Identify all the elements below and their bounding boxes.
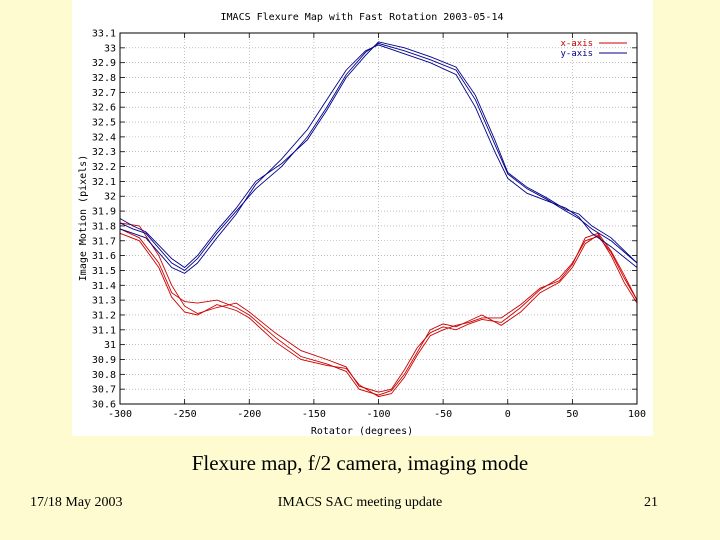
y-tick-label: 32.8 bbox=[92, 73, 116, 84]
y-tick-label: 30.8 bbox=[92, 370, 116, 381]
x-tick-label: -200 bbox=[237, 409, 261, 420]
y-tick-label: 33.1 bbox=[92, 29, 116, 40]
y-tick-label: 33 bbox=[104, 43, 116, 54]
plot-border bbox=[119, 32, 638, 405]
x-axis-series-line bbox=[119, 228, 638, 396]
footer-date: 17/18 May 2003 bbox=[30, 495, 123, 510]
y-tick-label: 31.7 bbox=[92, 236, 116, 247]
flexure-chart: 30.6 30.7 30.8 30.9 31 31.1 31.2 31.3 31.4 31.5 31… bbox=[72, 0, 653, 436]
x-tick-label: 100 bbox=[628, 409, 646, 420]
y-tick-label: 32 bbox=[104, 192, 116, 203]
y-tick-label: 32.3 bbox=[92, 147, 116, 158]
x-tick-label: -50 bbox=[434, 409, 452, 420]
slide-caption: Flexure map, f/2 camera, imaging mode bbox=[191, 451, 529, 475]
y-tick-label: 32.2 bbox=[92, 162, 116, 173]
page-number: 21 bbox=[644, 495, 658, 510]
y-tick-label: 31 bbox=[104, 340, 116, 351]
y-tick-label: 31.3 bbox=[92, 296, 116, 307]
x-tick-label: -150 bbox=[302, 409, 326, 420]
x-axis-series-line bbox=[119, 232, 638, 398]
y-tick-label: 31.2 bbox=[92, 310, 116, 321]
x-axis-label: Rotator (degrees) bbox=[311, 426, 413, 436]
y-tick-label: 31.5 bbox=[92, 266, 116, 277]
y-tick-label: 30.9 bbox=[92, 355, 116, 366]
x-tick-label: -100 bbox=[366, 409, 390, 420]
y-tick-label: 31.1 bbox=[92, 325, 116, 336]
y-tick-label: 32.9 bbox=[92, 58, 116, 69]
y-tick-label: 32.6 bbox=[92, 103, 116, 114]
y-axis-label: Image Motion (pixels) bbox=[78, 155, 89, 281]
y-tick-label: 32.7 bbox=[92, 88, 116, 99]
x-tick-label: -300 bbox=[108, 409, 132, 420]
y-tick-label: 31.8 bbox=[92, 221, 116, 232]
y-axis-series-line bbox=[119, 41, 638, 269]
y-tick-label: 31.9 bbox=[92, 207, 116, 218]
y-tick-label: 31.6 bbox=[92, 251, 116, 262]
legend-label-x-axis: x-axis bbox=[560, 39, 593, 49]
y-axis-series-line bbox=[119, 44, 638, 274]
y-tick-label: 30.6 bbox=[92, 400, 116, 411]
y-tick-label: 32.1 bbox=[92, 177, 116, 188]
y-tick-label: 31.4 bbox=[92, 281, 116, 292]
x-tick-label: -250 bbox=[173, 409, 197, 420]
footer-title: IMACS SAC meeting update bbox=[277, 495, 443, 510]
chart-canvas: 30.6 30.7 30.8 30.9 31 31.1 31.2 31.3 31.4 31.5 31… bbox=[78, 12, 646, 436]
chart-title: IMACS Flexure Map with Fast Rotation 200… bbox=[221, 12, 504, 23]
y-tick-label: 32.4 bbox=[92, 132, 116, 143]
y-tick-label: 30.7 bbox=[92, 385, 116, 396]
legend-label-y-axis: y-axis bbox=[560, 49, 593, 59]
y-tick-label: 32.5 bbox=[92, 118, 116, 129]
x-tick-label: 50 bbox=[566, 409, 578, 420]
x-tick-label: 0 bbox=[505, 409, 511, 420]
